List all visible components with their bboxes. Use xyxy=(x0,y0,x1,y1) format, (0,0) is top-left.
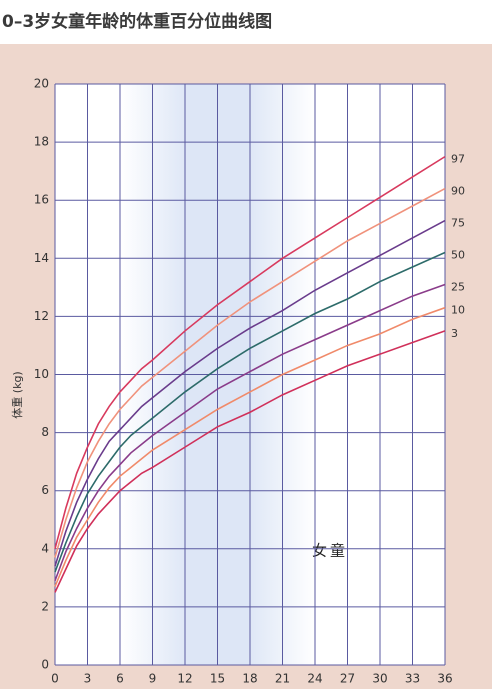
y-tick-label: 20 xyxy=(34,77,49,91)
line xyxy=(54,187,446,558)
series-label: 10 xyxy=(451,304,465,317)
x-tick-label: 27 xyxy=(340,672,355,686)
y-tick-label: 14 xyxy=(34,251,49,265)
chart-title: 0–3岁女童年龄的体重百分位曲线图 xyxy=(2,11,272,32)
y-tick-label: 16 xyxy=(34,193,49,207)
x-tick-label: 21 xyxy=(275,672,290,686)
x-tick-label: 12 xyxy=(177,672,192,686)
y-tick-label: 0 xyxy=(41,658,49,672)
line xyxy=(54,155,446,550)
y-tick-label: 18 xyxy=(34,135,49,149)
x-tick-label: 6 xyxy=(116,672,124,686)
x-tick-label: 30 xyxy=(372,672,387,686)
annotation: 女童 xyxy=(312,542,348,560)
series-label: 90 xyxy=(451,185,465,198)
y-axis-label: 体重 (kg) xyxy=(10,371,24,418)
line xyxy=(54,251,446,573)
series-label: 3 xyxy=(451,327,458,340)
x-tick-label: 24 xyxy=(307,672,322,686)
x-tick-label: 3 xyxy=(84,672,92,686)
x-tick-label: 15 xyxy=(210,672,225,686)
series-label: 75 xyxy=(451,217,465,230)
x-tick-label: 36 xyxy=(437,672,452,686)
y-tick-label: 2 xyxy=(41,599,49,613)
y-tick-label: 6 xyxy=(41,483,49,497)
series-label: 97 xyxy=(451,153,465,166)
line xyxy=(54,330,446,593)
line xyxy=(54,306,446,587)
y-tick-label: 8 xyxy=(41,425,49,439)
x-tick-label: 9 xyxy=(149,672,157,686)
y-tick-label: 12 xyxy=(34,309,49,323)
series-label: 50 xyxy=(451,248,465,261)
x-tick-label: 18 xyxy=(242,672,257,686)
x-tick-label: 33 xyxy=(405,672,420,686)
x-tick-label: 0 xyxy=(51,672,59,686)
line xyxy=(54,219,446,567)
y-tick-label: 4 xyxy=(41,541,49,555)
line xyxy=(54,283,446,582)
y-tick-label: 10 xyxy=(34,367,49,381)
series-label: 25 xyxy=(451,280,465,293)
